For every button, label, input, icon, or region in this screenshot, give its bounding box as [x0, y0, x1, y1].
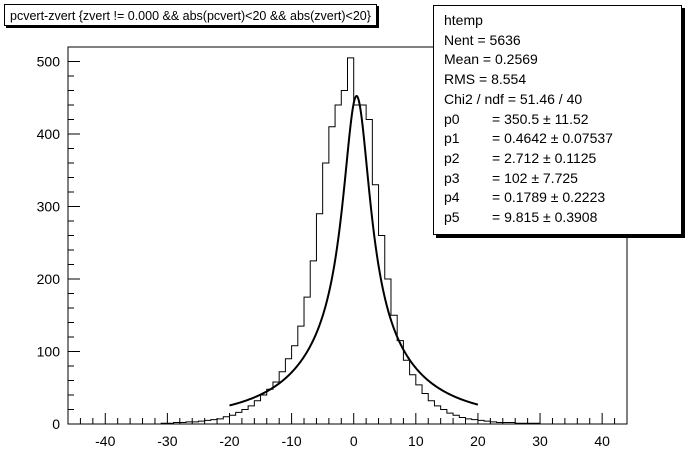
param-p3-key: p3 — [444, 169, 460, 186]
x-tick-label: 30 — [532, 433, 548, 449]
stats-nent: Nent = 5636 — [444, 31, 521, 48]
title-text: pcvert-zvert {zvert != 0.000 && abs(pcve… — [10, 9, 371, 23]
x-tick-label: 10 — [408, 433, 424, 449]
stats-mean: Mean = 0.2569 — [444, 51, 538, 68]
stats-box: htemp Nent = 5636 Mean = 0.2569 RMS = 8.… — [433, 5, 682, 235]
y-tick-label: 100 — [37, 344, 61, 360]
param-p0-value: = 350.5 ± 11.52 — [492, 110, 589, 127]
x-tick-label: -10 — [281, 433, 301, 449]
histogram-steps — [105, 57, 603, 425]
x-tick-label: 20 — [470, 433, 486, 449]
y-tick-label: 300 — [37, 199, 61, 215]
x-tick-label: 40 — [594, 433, 610, 449]
y-tick-label: 500 — [37, 54, 61, 70]
param-p4-key: p4 — [444, 189, 460, 206]
y-tick-label: 400 — [37, 126, 61, 142]
x-tick-label: -30 — [157, 433, 177, 449]
fit-curve — [229, 95, 479, 407]
y-tick-label: 200 — [37, 271, 61, 287]
param-p0-key: p0 — [444, 110, 460, 127]
x-tick-label: -40 — [95, 433, 115, 449]
y-tick-label: 0 — [52, 416, 60, 432]
histogram-title: pcvert-zvert {zvert != 0.000 && abs(pcve… — [4, 4, 377, 26]
param-p2-value: = 2.712 ± 0.1125 — [492, 149, 597, 166]
stats-rms: RMS = 8.554 — [444, 71, 527, 88]
param-p3-value: = 102 ± 7.725 — [492, 169, 578, 186]
param-p2-key: p2 — [444, 149, 460, 166]
stats-chi2: Chi2 / ndf = 51.46 / 40 — [444, 90, 583, 107]
x-tick-label: 0 — [350, 433, 358, 449]
param-p5-value: = 9.815 ± 0.3908 — [492, 209, 598, 225]
param-p1-key: p1 — [444, 130, 460, 147]
x-tick-label: -20 — [219, 433, 239, 449]
param-p1-value: = 0.4642 ± 0.07537 — [492, 130, 613, 147]
param-p4-value: = 0.1789 ± 0.2223 — [492, 189, 606, 206]
stats-name: htemp — [444, 12, 483, 28]
param-p5-key: p5 — [444, 209, 460, 225]
